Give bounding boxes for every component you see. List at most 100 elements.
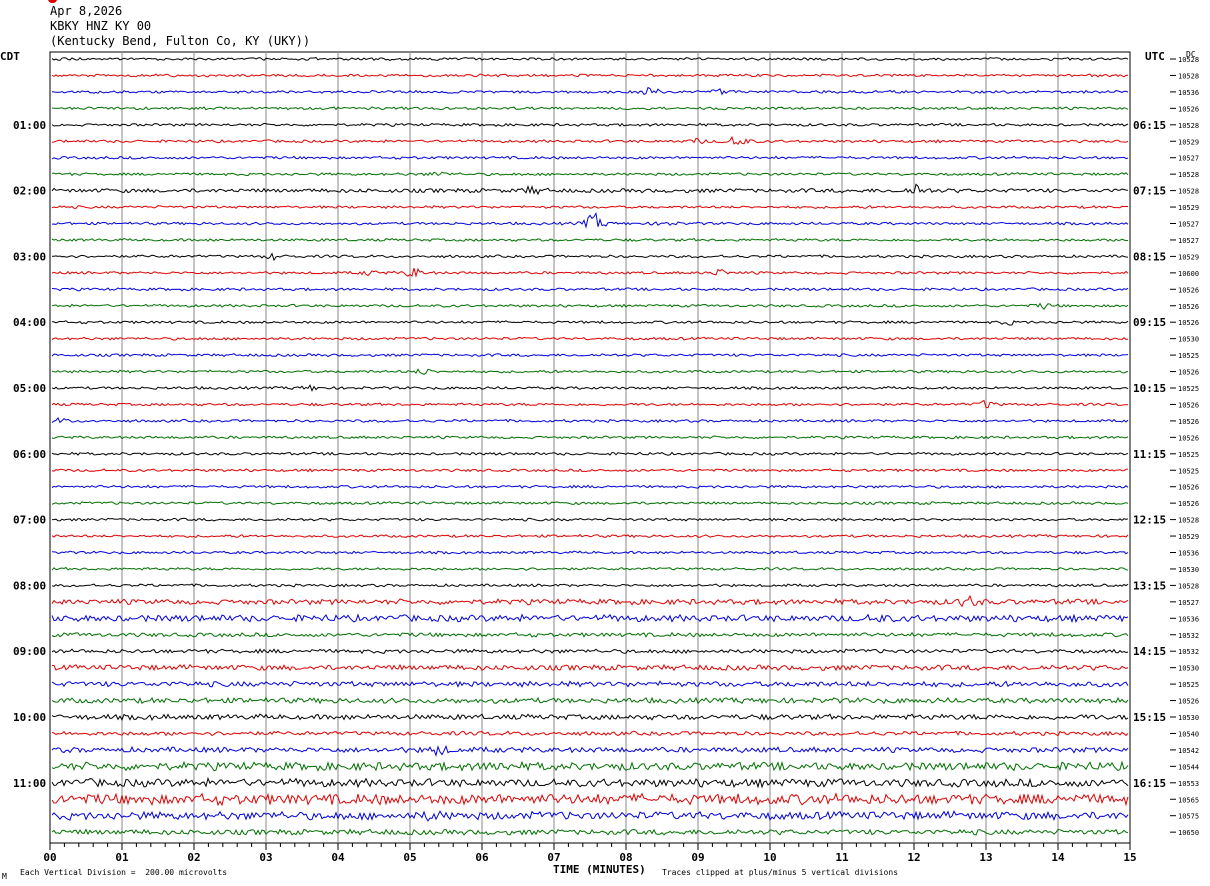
right-hour-label: 16:15: [1133, 777, 1166, 790]
dc-value-label: 10553: [1178, 780, 1199, 788]
dc-value-label: 10525: [1178, 451, 1199, 459]
trace-line: [51, 399, 1128, 409]
trace-line: [51, 663, 1129, 672]
dc-value-label: 10525: [1178, 681, 1199, 689]
dc-value-label: 10565: [1178, 796, 1199, 804]
dc-value-label: 10529: [1178, 533, 1199, 541]
x-tick-label: 03: [259, 851, 272, 864]
dc-value-label: 10525: [1178, 467, 1199, 475]
dc-value-label: 10526: [1178, 105, 1199, 113]
trace-line: [51, 336, 1129, 341]
dc-value-label: 10526: [1178, 369, 1199, 377]
right-hour-label: 14:15: [1133, 645, 1166, 658]
trace-line: [51, 810, 1129, 822]
left-hour-label: 02:00: [13, 185, 46, 198]
dc-value-label: 10532: [1178, 632, 1199, 640]
trace-line: [51, 613, 1129, 624]
dc-value-label: 10530: [1178, 336, 1199, 344]
left-hour-label: 06:00: [13, 448, 46, 461]
right-hour-label: 09:15: [1133, 316, 1166, 329]
dc-value-label: 10527: [1178, 599, 1199, 607]
dc-value-label: 10526: [1178, 303, 1199, 311]
trace-line: [51, 792, 1129, 807]
trace-line: [51, 287, 1129, 292]
dc-value-label: 10526: [1178, 286, 1199, 294]
trace-line: [51, 435, 1129, 440]
dc-value-label: 10530: [1178, 665, 1199, 673]
trace-line: [51, 302, 1129, 310]
x-tick-label: 10: [763, 851, 776, 864]
dc-value-label: 10529: [1178, 204, 1199, 212]
trace-line: [51, 353, 1129, 358]
trace-line: [51, 211, 1129, 229]
dc-value-label: 10526: [1178, 434, 1199, 442]
dc-value-label: 10600: [1178, 270, 1199, 278]
trace-line: [51, 828, 1129, 836]
right-hour-label: 15:15: [1133, 711, 1166, 724]
left-hour-label: 03:00: [13, 250, 46, 263]
dc-value-label: 10575: [1178, 813, 1199, 821]
trace-line: [51, 533, 1129, 539]
dc-value-label: 10542: [1178, 747, 1199, 755]
dc-value-label: 10525: [1178, 385, 1199, 393]
footer-mark-icon: M: [2, 872, 7, 881]
trace-line: [51, 631, 1129, 638]
right-hour-label: 11:15: [1133, 448, 1166, 461]
trace-line: [51, 86, 1129, 96]
trace-line: [51, 744, 1129, 758]
x-tick-label: 15: [1123, 851, 1136, 864]
trace-line: [52, 252, 1129, 262]
trace-line: [51, 776, 1129, 789]
station-location: (Kentucky Bend, Fulton Co, KY (UKY)): [50, 34, 311, 48]
x-tick-label: 09: [691, 851, 704, 864]
plot-date: Apr 8,2026: [50, 4, 123, 18]
trace-line: [51, 468, 1129, 473]
trace-line: [51, 594, 1129, 608]
dc-value-label: 10528: [1178, 171, 1199, 179]
dc-value-label: 10544: [1178, 763, 1199, 771]
plot-frame: [49, 51, 1131, 844]
right-hour-label: 10:15: [1133, 382, 1166, 395]
dc-value-label: 10526: [1178, 500, 1199, 508]
dc-value-label: 10526: [1178, 698, 1199, 706]
dc-value-label: 10529: [1178, 138, 1199, 146]
trace-line: [51, 106, 1129, 111]
left-hour-label: 08:00: [13, 579, 46, 592]
dc-value-label: 10532: [1178, 648, 1199, 656]
dc-value-label: 10529: [1178, 253, 1199, 261]
dc-value-label: 10536: [1178, 615, 1199, 623]
dc-value-label: 10526: [1178, 401, 1199, 409]
x-tick-label: 04: [331, 851, 345, 864]
right-timezone-label: UTC: [1145, 50, 1165, 63]
x-tick-label: 13: [979, 851, 992, 864]
trace-line: [51, 730, 1129, 737]
x-axis-title: TIME (MINUTES): [553, 863, 646, 876]
dc-value-label: 10530: [1178, 566, 1199, 574]
dc-value-label: 10530: [1178, 714, 1199, 722]
clipping-note: Traces clipped at plus/minus 5 vertical …: [662, 868, 899, 877]
trace-line: [51, 713, 1129, 721]
trace-line: [51, 696, 1129, 705]
dc-value-label: 10526: [1178, 484, 1199, 492]
x-tick-label: 12: [907, 851, 920, 864]
x-tick-label: 05: [403, 851, 416, 864]
trace-line: [51, 517, 1129, 522]
left-hour-label: 05:00: [13, 382, 46, 395]
trace-line: [51, 550, 1129, 555]
station-code: KBKY HNZ KY 00: [50, 19, 152, 33]
trace-line: [51, 680, 1129, 688]
trace-line: [51, 384, 1129, 392]
left-hour-label: 09:00: [13, 645, 46, 658]
right-hour-label: 13:15: [1133, 579, 1166, 592]
x-tick-label: 06: [475, 851, 489, 864]
dc-value-label: 10536: [1178, 89, 1199, 97]
trace-line: [51, 760, 1129, 773]
trace-line: [51, 56, 1129, 62]
x-tick-label: 02: [187, 851, 200, 864]
trace-line: [51, 416, 1129, 424]
dc-column-label: DC: [1186, 50, 1196, 59]
dc-value-label: 10528: [1178, 56, 1199, 64]
trace-line: [51, 122, 1129, 127]
right-hour-label: 12:15: [1133, 514, 1166, 527]
trace-line: [51, 183, 1129, 196]
